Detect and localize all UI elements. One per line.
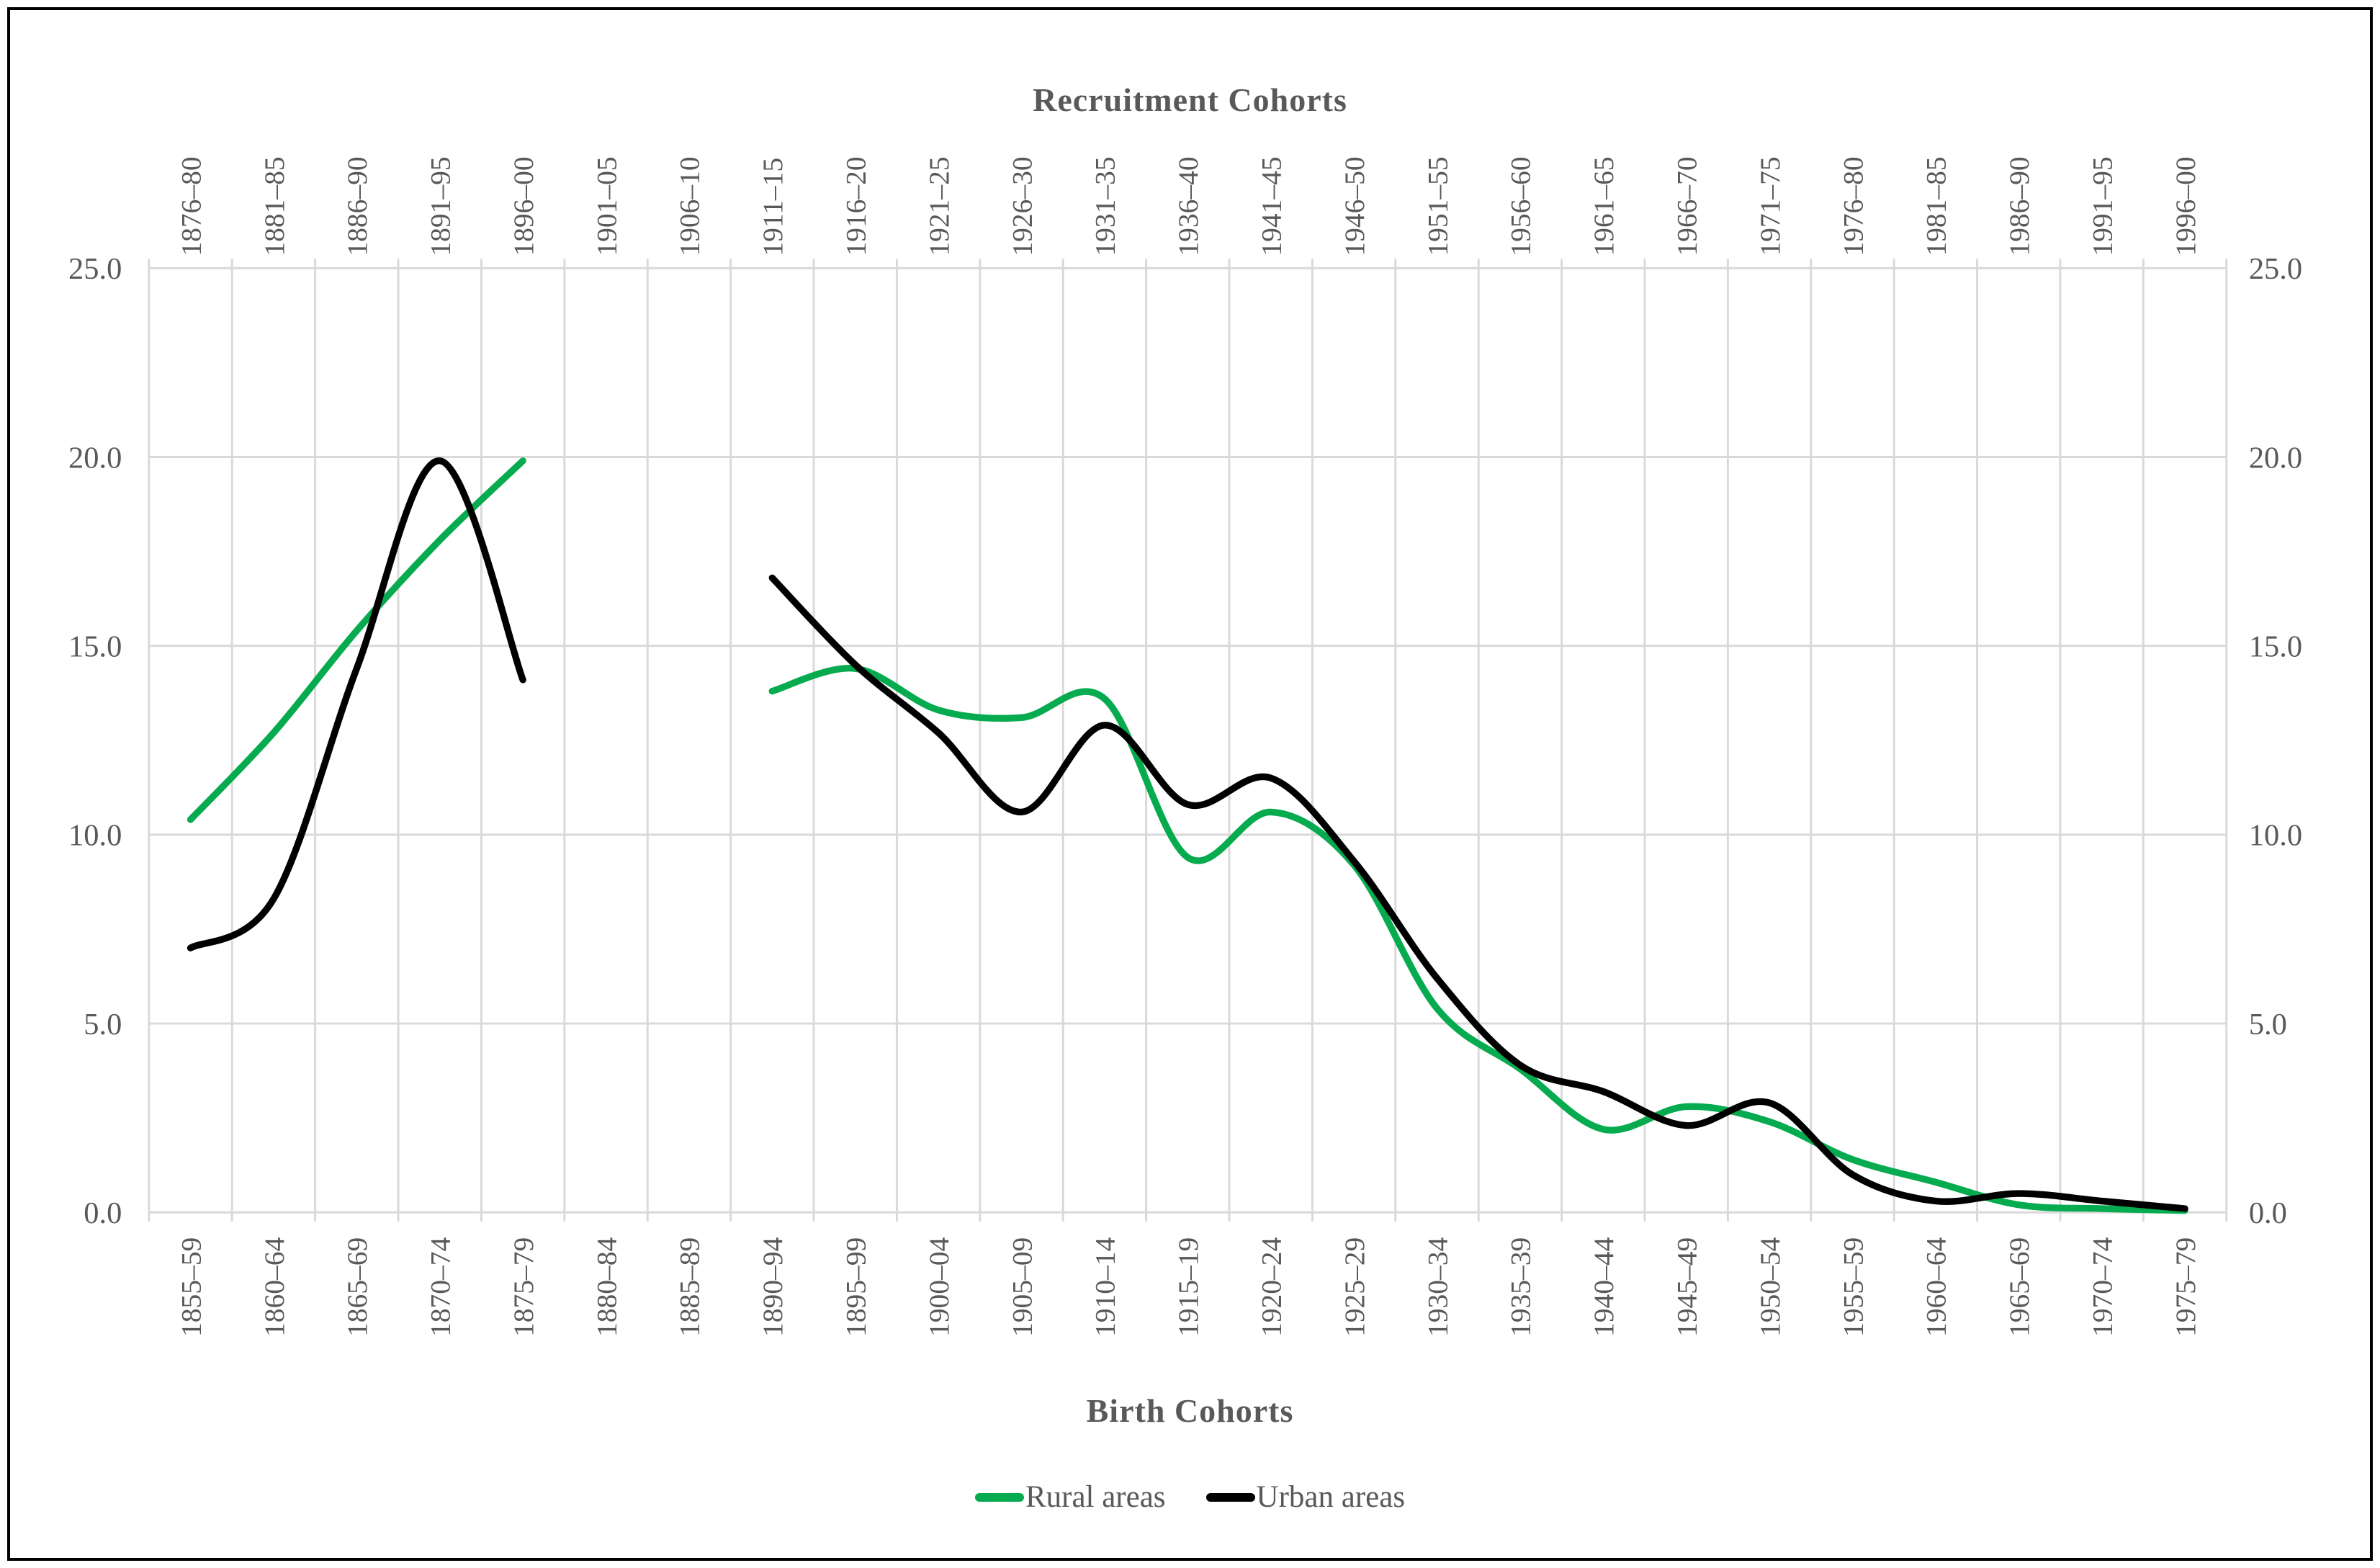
x-axis-top-tick-label: 1926–30 xyxy=(1006,156,1038,256)
x-axis-top-tick-label: 1946–50 xyxy=(1339,156,1370,256)
bottom-axis-title: Birth Cohorts xyxy=(1086,1392,1294,1429)
x-axis-bottom-tick-label: 1940–44 xyxy=(1588,1237,1620,1337)
x-axis-bottom-tick-label: 1920–24 xyxy=(1256,1237,1288,1337)
urban-line-swatch xyxy=(1205,1492,1255,1502)
y-axis-label-left: 5.0 xyxy=(84,1008,122,1041)
x-axis-bottom-tick-label: 1955–59 xyxy=(1837,1237,1869,1337)
x-axis-bottom-tick-label: 1900–04 xyxy=(923,1237,955,1337)
y-axis-label-left: 15.0 xyxy=(68,630,122,664)
x-axis-top-tick-label: 1971–75 xyxy=(1754,156,1786,256)
y-axis-label-left: 0.0 xyxy=(84,1196,122,1230)
y-axis-label-right: 20.0 xyxy=(2249,441,2302,475)
x-axis-bottom-tick-label: 1885–89 xyxy=(674,1237,706,1337)
legend: Rural areas Urban areas xyxy=(10,1479,2370,1515)
x-axis-top-tick-label: 1906–10 xyxy=(674,156,706,256)
legend-label-urban: Urban areas xyxy=(1256,1480,1406,1514)
x-axis-bottom-tick-label: 1880–84 xyxy=(590,1237,622,1337)
x-axis-top-tick-label: 1986–90 xyxy=(2003,156,2035,256)
legend-label-rural: Rural areas xyxy=(1025,1480,1166,1514)
x-axis-bottom-tick-label: 1910–14 xyxy=(1090,1237,1121,1337)
x-axis-top-tick-label: 1921–25 xyxy=(923,156,955,256)
x-axis-top-tick-label: 1931–35 xyxy=(1090,156,1121,256)
x-axis-top-tick-label: 1961–65 xyxy=(1588,156,1620,256)
x-axis-top-tick-label: 1941–45 xyxy=(1256,156,1288,256)
x-axis-bottom-tick-label: 1905–09 xyxy=(1006,1237,1038,1337)
y-axis-label-left: 20.0 xyxy=(68,441,122,475)
x-axis-top-tick-label: 1916–20 xyxy=(840,156,872,256)
x-axis-bottom-tick-label: 1975–79 xyxy=(2170,1237,2201,1337)
x-axis-top-tick-label: 1876–80 xyxy=(175,156,207,256)
y-axis-label-right: 15.0 xyxy=(2249,630,2302,664)
x-axis-bottom-tick-label: 1930–34 xyxy=(1422,1237,1453,1337)
y-axis-label-right: 25.0 xyxy=(2249,252,2302,286)
series-line-rural-areas xyxy=(187,457,526,823)
x-axis-bottom-tick-label: 1945–49 xyxy=(1671,1237,1702,1337)
x-axis-top-tick-label: 1936–40 xyxy=(1172,156,1204,256)
x-axis-top-tick-label: 1996–00 xyxy=(2170,156,2201,256)
x-axis-top-tick-label: 1991–95 xyxy=(2086,156,2118,256)
x-axis-top-tick-label: 1911–15 xyxy=(757,158,789,256)
x-axis-top-tick-label: 1956–60 xyxy=(1505,156,1537,256)
x-axis-bottom-tick-label: 1890–94 xyxy=(757,1237,789,1337)
chart-canvas: 0.0 0.0 5.0 5.0 10.0 10.0 15.0 15.0 20.0 20.0 25.0… xyxy=(68,156,2302,1337)
x-axis-top-tick-label: 1881–85 xyxy=(259,156,290,256)
x-axis-bottom-tick-label: 1965–69 xyxy=(2003,1237,2035,1337)
x-axis-bottom-tick-label: 1935–39 xyxy=(1505,1237,1537,1337)
x-axis-top-tick-label: 1981–85 xyxy=(1921,156,1952,256)
y-axis-label-right: 0.0 xyxy=(2249,1196,2287,1230)
x-axis-bottom-tick-label: 1895–99 xyxy=(840,1237,872,1337)
y-axis-label-right: 10.0 xyxy=(2249,819,2302,853)
x-axis-bottom-tick-label: 1860–64 xyxy=(259,1237,290,1337)
x-axis-bottom-tick-label: 1855–59 xyxy=(175,1237,207,1337)
x-axis-bottom-tick-label: 1875–79 xyxy=(508,1237,539,1337)
legend-item-rural: Rural areas xyxy=(974,1479,1166,1515)
top-axis-title: Recruitment Cohorts xyxy=(1033,81,1347,118)
x-axis-top-tick-label: 1901–05 xyxy=(590,156,622,256)
x-axis-top-tick-label: 1951–55 xyxy=(1422,156,1453,256)
x-axis-bottom-tick-label: 1960–64 xyxy=(1921,1237,1952,1337)
x-axis-top-tick-label: 1976–80 xyxy=(1837,156,1869,256)
series-line-urban-areas xyxy=(187,457,526,951)
x-axis-top-tick-label: 1966–70 xyxy=(1671,156,1702,256)
x-axis-bottom-tick-label: 1865–69 xyxy=(341,1237,373,1337)
y-axis-label-left: 10.0 xyxy=(68,819,122,853)
x-axis-bottom-tick-label: 1950–54 xyxy=(1754,1237,1786,1337)
y-axis-label-left: 25.0 xyxy=(68,252,122,286)
x-axis-bottom-tick-label: 1915–19 xyxy=(1172,1237,1204,1337)
x-axis-bottom-tick-label: 1970–74 xyxy=(2086,1237,2118,1337)
y-axis-label-right: 5.0 xyxy=(2249,1008,2287,1041)
x-axis-top-tick-label: 1891–95 xyxy=(425,156,457,256)
x-axis-top-tick-label: 1896–00 xyxy=(508,156,539,256)
series-line-rural-areas xyxy=(768,665,2188,1214)
series-line-urban-areas xyxy=(768,574,2188,1212)
x-axis-bottom-tick-label: 1925–29 xyxy=(1339,1237,1370,1337)
rural-line-swatch xyxy=(974,1492,1024,1502)
figure-frame: 0.0 0.0 5.0 5.0 10.0 10.0 15.0 15.0 20.0 20.0 25.0… xyxy=(7,7,2373,1561)
x-axis-top-tick-label: 1886–90 xyxy=(341,156,373,256)
legend-item-urban: Urban areas xyxy=(1205,1479,1406,1515)
x-axis-bottom-tick-label: 1870–74 xyxy=(425,1237,457,1337)
